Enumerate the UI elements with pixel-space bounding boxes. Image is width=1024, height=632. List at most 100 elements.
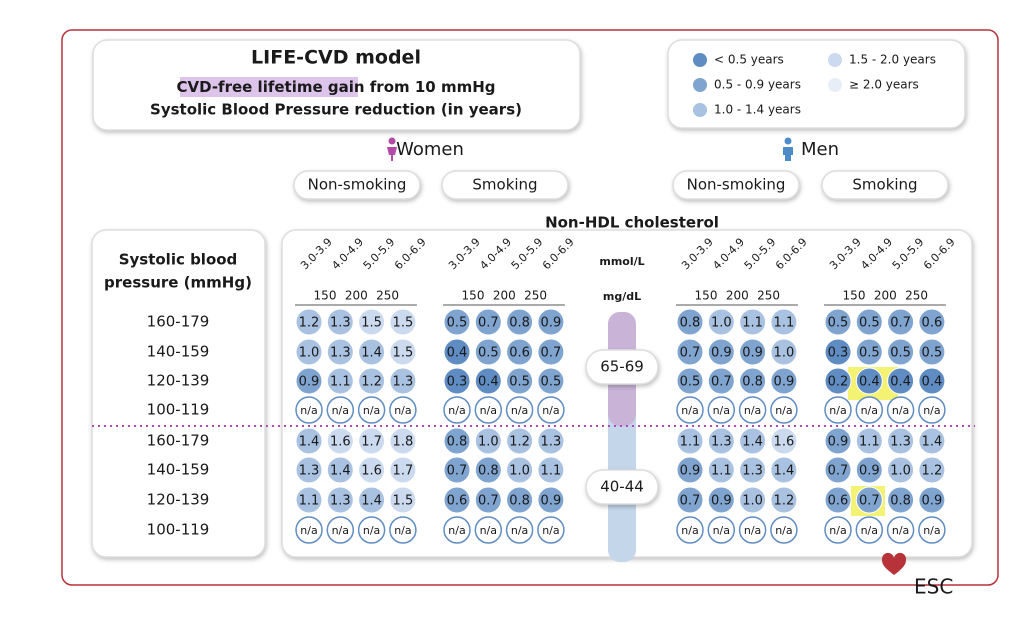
cell: [357, 396, 386, 424]
cell: [824, 486, 852, 514]
cell: [326, 396, 355, 424]
cell: [537, 516, 565, 544]
legend-swatch: [693, 53, 707, 67]
cell-value: 1.7: [393, 464, 414, 479]
cell: [443, 308, 471, 336]
cell-value: 0.3: [828, 346, 849, 361]
cell-value: n/a: [775, 404, 792, 417]
cell-value: 0.7: [541, 346, 562, 361]
subgroup-label: Non-smoking: [687, 176, 786, 194]
cell: [295, 456, 323, 484]
cell-value: n/a: [480, 524, 497, 537]
mg-label: 200: [493, 289, 516, 303]
cell-value: 0.8: [478, 464, 499, 479]
cell: [295, 338, 323, 366]
cell: [506, 486, 534, 514]
cell-value: n/a: [923, 524, 940, 537]
cell-value: 0.7: [859, 494, 880, 509]
cell: [855, 516, 884, 544]
row-box: [91, 229, 266, 558]
cell: [389, 427, 417, 455]
legend-swatch: [828, 53, 842, 67]
cell-value: 1.1: [330, 375, 351, 390]
cell-value: 1.1: [859, 435, 880, 450]
cell: [443, 456, 471, 484]
cell-value: 1.3: [330, 346, 351, 361]
cell: [389, 456, 417, 484]
cell-value: n/a: [829, 404, 846, 417]
cell: [389, 486, 417, 514]
cell: [918, 486, 946, 514]
cell: [770, 456, 798, 484]
cell: [918, 338, 946, 366]
cell-value: 1.6: [361, 464, 382, 479]
cell-value: 0.5: [828, 316, 849, 331]
brand-text: ESC: [914, 575, 953, 599]
women-icon: [387, 137, 397, 161]
cell-value: 1.1: [541, 464, 562, 479]
cell-value: n/a: [861, 404, 878, 417]
cell-value: n/a: [363, 404, 380, 417]
age-pill: [585, 349, 659, 385]
cell-value: n/a: [542, 524, 559, 537]
cell-value: n/a: [542, 404, 559, 417]
cell-value: 0.5: [859, 316, 880, 331]
subgroup-pill: [441, 170, 569, 200]
cell: [676, 427, 704, 455]
cell: [824, 516, 852, 544]
cell: [389, 516, 417, 544]
cell-value: 0.5: [478, 346, 499, 361]
cell-value: 1.1: [680, 435, 701, 450]
cell-value: n/a: [394, 404, 411, 417]
cell: [358, 456, 386, 484]
cell: [676, 456, 704, 484]
cell: [770, 338, 798, 366]
mmol-unit: mmol/L: [599, 255, 644, 268]
cell: [537, 396, 565, 424]
cell-value: 0.9: [922, 494, 943, 509]
cell-value: 0.8: [742, 375, 763, 390]
row-label: 140-159: [147, 461, 210, 479]
mg-label: 150: [695, 289, 718, 303]
mg-unit: mg/dL: [603, 290, 641, 303]
cell-value: 1.6: [774, 435, 795, 450]
cell-value: 0.8: [890, 494, 911, 509]
cell-value: 1.4: [361, 346, 382, 361]
cell-value: 1.4: [774, 464, 795, 479]
cell: [326, 308, 354, 336]
cell: [855, 486, 883, 514]
cell-value: 1.0: [509, 464, 530, 479]
cell: [739, 338, 767, 366]
cell-value: 0.9: [742, 346, 763, 361]
cell: [886, 516, 915, 544]
cell-value: 0.7: [478, 494, 499, 509]
cell-value: 1.2: [774, 494, 795, 509]
cell: [505, 396, 534, 424]
cell: [326, 367, 354, 395]
cell: [474, 338, 502, 366]
cell-value: 1.5: [393, 346, 414, 361]
cell: [443, 338, 471, 366]
cell: [770, 367, 798, 395]
cell: [357, 516, 386, 544]
legend-label: 1.0 - 1.4 years: [714, 103, 801, 117]
cell: [855, 456, 883, 484]
cell-value: 0.6: [509, 346, 530, 361]
cell-value: 1.3: [890, 435, 911, 450]
mg-label: 250: [524, 289, 547, 303]
mg-label: 200: [726, 289, 749, 303]
cell: [506, 367, 534, 395]
subtitle-rest: gain from 10 mmHg: [323, 78, 496, 96]
group-label: Women: [396, 139, 464, 160]
cell: [389, 308, 417, 336]
cell: [389, 367, 417, 395]
cell: [918, 516, 946, 544]
cell-value: 0.7: [478, 316, 499, 331]
mg-label: 250: [757, 289, 780, 303]
cell: [326, 338, 354, 366]
cell-value: 1.7: [361, 435, 382, 450]
cell-value: 1.6: [330, 435, 351, 450]
cell-value: 1.8: [393, 435, 414, 450]
frame: [61, 29, 999, 586]
